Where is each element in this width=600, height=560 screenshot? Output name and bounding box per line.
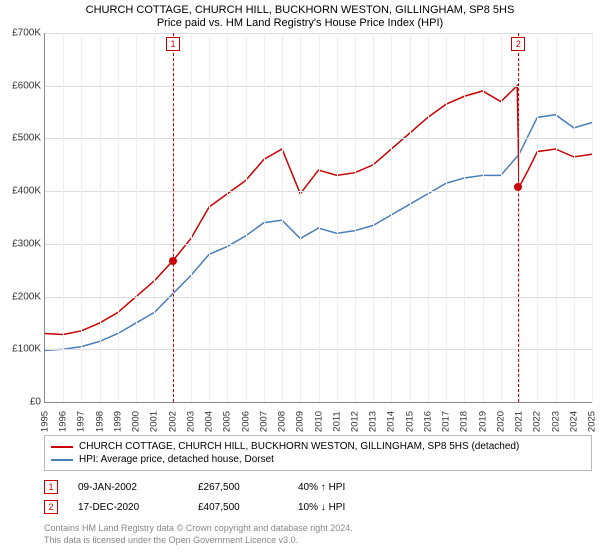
y-axis-label: £300K <box>12 238 41 249</box>
x-axis-label: 2019 <box>477 411 488 432</box>
chart-title: CHURCH COTTAGE, CHURCH HILL, BUCKHORN WE… <box>8 4 592 16</box>
x-axis-label: 1998 <box>94 411 105 432</box>
footer-line-1: Contains HM Land Registry data © Crown c… <box>44 523 592 535</box>
marker-line <box>518 33 519 402</box>
x-axis-label: 2005 <box>222 411 233 432</box>
sale-diff: 40% ↑ HPI <box>298 482 378 493</box>
x-axis-label: 2002 <box>167 411 178 432</box>
y-axis-label: £400K <box>12 186 41 197</box>
x-axis-label: 2013 <box>368 411 379 432</box>
y-axis-label: £100K <box>12 344 41 355</box>
x-axis-label: 2011 <box>331 411 342 431</box>
chart-subtitle: Price paid vs. HM Land Registry's House … <box>8 17 592 29</box>
legend-swatch <box>51 446 73 448</box>
legend-item: CHURCH COTTAGE, CHURCH HILL, BUCKHORN WE… <box>51 440 585 453</box>
x-axis-label: 2001 <box>149 411 160 432</box>
legend-swatch <box>51 459 73 461</box>
sale-price: £267,500 <box>198 482 278 493</box>
y-axis-label: £600K <box>12 80 41 91</box>
marker-box: 1 <box>166 37 180 51</box>
x-axis-label: 2007 <box>258 411 269 432</box>
x-axis-label: 1997 <box>76 411 87 432</box>
sale-date: 17-DEC-2020 <box>78 502 178 513</box>
x-axis-label: 1995 <box>40 411 51 432</box>
x-axis-label: 2016 <box>422 411 433 432</box>
sales-table: 1 09-JAN-2002 £267,500 40% ↑ HPI 2 17-DEC-202… <box>44 477 592 517</box>
y-axis-label: £0 <box>30 397 41 408</box>
footer-attribution: Contains HM Land Registry data © Crown c… <box>44 523 592 546</box>
x-axis-label: 2004 <box>204 411 215 432</box>
footer-line-2: This data is licensed under the Open Gov… <box>44 535 592 547</box>
sale-row: 1 09-JAN-2002 £267,500 40% ↑ HPI <box>44 477 592 497</box>
x-axis-label: 2010 <box>313 411 324 432</box>
legend-label: HPI: Average price, detached house, Dors… <box>79 454 274 465</box>
x-axis-label: 2009 <box>295 411 306 432</box>
x-axis-label: 2015 <box>404 411 415 432</box>
x-axis-label: 2000 <box>131 411 142 432</box>
marker-line <box>173 33 174 402</box>
legend-item: HPI: Average price, detached house, Dors… <box>51 453 585 466</box>
marker-dot <box>169 257 177 265</box>
x-axis-label: 1999 <box>112 411 123 432</box>
x-axis-label: 2008 <box>277 411 288 432</box>
price-chart: £0£100K£200K£300K£400K£500K£600K£700K199… <box>44 33 592 403</box>
x-axis-label: 2017 <box>441 411 452 432</box>
x-axis-label: 2012 <box>349 411 360 432</box>
x-axis-label: 1996 <box>58 411 69 432</box>
marker-dot <box>514 183 522 191</box>
x-axis-label: 2020 <box>495 411 506 432</box>
y-axis-label: £500K <box>12 133 41 144</box>
y-axis-label: £700K <box>12 28 41 39</box>
sale-row: 2 17-DEC-2020 £407,500 10% ↓ HPI <box>44 497 592 517</box>
x-axis-label: 2024 <box>568 411 579 432</box>
legend: CHURCH COTTAGE, CHURCH HILL, BUCKHORN WE… <box>44 435 592 471</box>
y-axis-label: £200K <box>12 291 41 302</box>
legend-label: CHURCH COTTAGE, CHURCH HILL, BUCKHORN WE… <box>79 441 519 452</box>
x-axis-label: 2014 <box>386 411 397 432</box>
x-axis-label: 2018 <box>459 411 470 432</box>
x-axis-label: 2006 <box>240 411 251 432</box>
x-axis-label: 2022 <box>532 411 543 432</box>
x-axis-label: 2003 <box>185 411 196 432</box>
marker-box: 2 <box>511 37 525 51</box>
x-axis-label: 2025 <box>587 411 598 432</box>
sale-price: £407,500 <box>198 502 278 513</box>
sale-marker: 1 <box>44 480 58 494</box>
sale-marker: 2 <box>44 500 58 514</box>
x-axis-label: 2021 <box>514 411 525 432</box>
x-axis-label: 2023 <box>550 411 561 432</box>
sale-date: 09-JAN-2002 <box>78 482 178 493</box>
sale-diff: 10% ↓ HPI <box>298 502 378 513</box>
